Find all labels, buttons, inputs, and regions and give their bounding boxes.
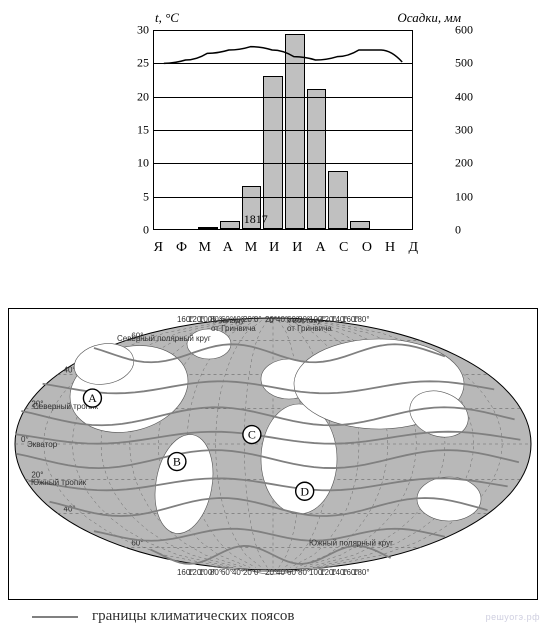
map-geo-label: от Гринвича — [211, 324, 256, 333]
map-geo-label: Южный полярный круг — [309, 538, 393, 547]
map-marker-label: A — [88, 391, 97, 405]
watermark: решуогэ.рф — [486, 612, 540, 622]
precip-tick: 500 — [455, 56, 483, 71]
legend-text: границы климатических поясов — [92, 608, 294, 625]
precip-bar — [198, 227, 218, 229]
month-axis: ЯФМАМИИАСОНД — [147, 240, 425, 256]
map-marker-label: D — [300, 484, 309, 498]
map-geo-label: от Гринвича — [287, 324, 332, 333]
temp-tick: 15 — [129, 123, 149, 138]
annual-precip-label: 1817 — [244, 212, 268, 227]
precip-tick: 400 — [455, 89, 483, 104]
month-label: М — [240, 240, 263, 256]
precip-bar — [307, 89, 327, 229]
temp-tick: 0 — [129, 223, 149, 238]
lat-tick: 40° — [64, 366, 76, 375]
precip-tick: 100 — [455, 189, 483, 204]
lon-tick: 180° — [353, 315, 370, 324]
month-label: А — [309, 240, 332, 256]
precip-tick: 0 — [455, 223, 483, 238]
legend: границы климатических поясов — [32, 608, 294, 625]
month-label: Н — [379, 240, 402, 256]
world-map-panel: 60°40°20°0°20°40°60° Северный полярный к… — [8, 308, 538, 600]
temp-tick: 10 — [129, 156, 149, 171]
climograph-plot: 1817 — [153, 30, 413, 230]
map-geo-label: Южный тропик — [31, 478, 87, 487]
month-label: И — [263, 240, 286, 256]
precip-bar — [263, 76, 283, 229]
month-label: М — [193, 240, 216, 256]
month-label: И — [286, 240, 309, 256]
lon-tick: 0° — [254, 568, 262, 577]
month-label: О — [356, 240, 379, 256]
month-label: А — [217, 240, 240, 256]
temp-tick: 30 — [129, 23, 149, 38]
precip-tick: 300 — [455, 123, 483, 138]
precip-tick: 200 — [455, 156, 483, 171]
temp-tick: 25 — [129, 56, 149, 71]
climograph: t, °C Осадки, мм 1817 0 5 10 15 20 25 30 0 100 2… — [63, 8, 483, 268]
legend-swatch — [32, 616, 78, 618]
month-label: Д — [402, 240, 425, 256]
map-marker-label: B — [173, 455, 181, 469]
month-label: Я — [147, 240, 170, 256]
lon-tick: 180° — [353, 568, 370, 577]
map-marker-label: C — [248, 428, 256, 442]
precip-bar — [350, 221, 370, 229]
map-geo-label: Северный полярный круг — [117, 334, 211, 343]
page-root: t, °C Осадки, мм 1817 0 5 10 15 20 25 30 0 100 2… — [0, 8, 546, 636]
month-label: Ф — [170, 240, 193, 256]
lon-tick: 0° — [254, 315, 262, 324]
map-geo-label: Экватор — [27, 440, 58, 449]
temp-tick: 5 — [129, 189, 149, 204]
precip-bar — [220, 221, 240, 229]
precip-axis-label: Осадки, мм — [397, 10, 461, 26]
world-map: 60°40°20°0°20°40°60° Северный полярный к… — [9, 309, 537, 579]
precip-bar — [328, 171, 348, 229]
temp-tick: 20 — [129, 89, 149, 104]
temp-axis-label: t, °C — [155, 10, 179, 26]
month-label: С — [332, 240, 355, 256]
precip-tick: 600 — [455, 23, 483, 38]
